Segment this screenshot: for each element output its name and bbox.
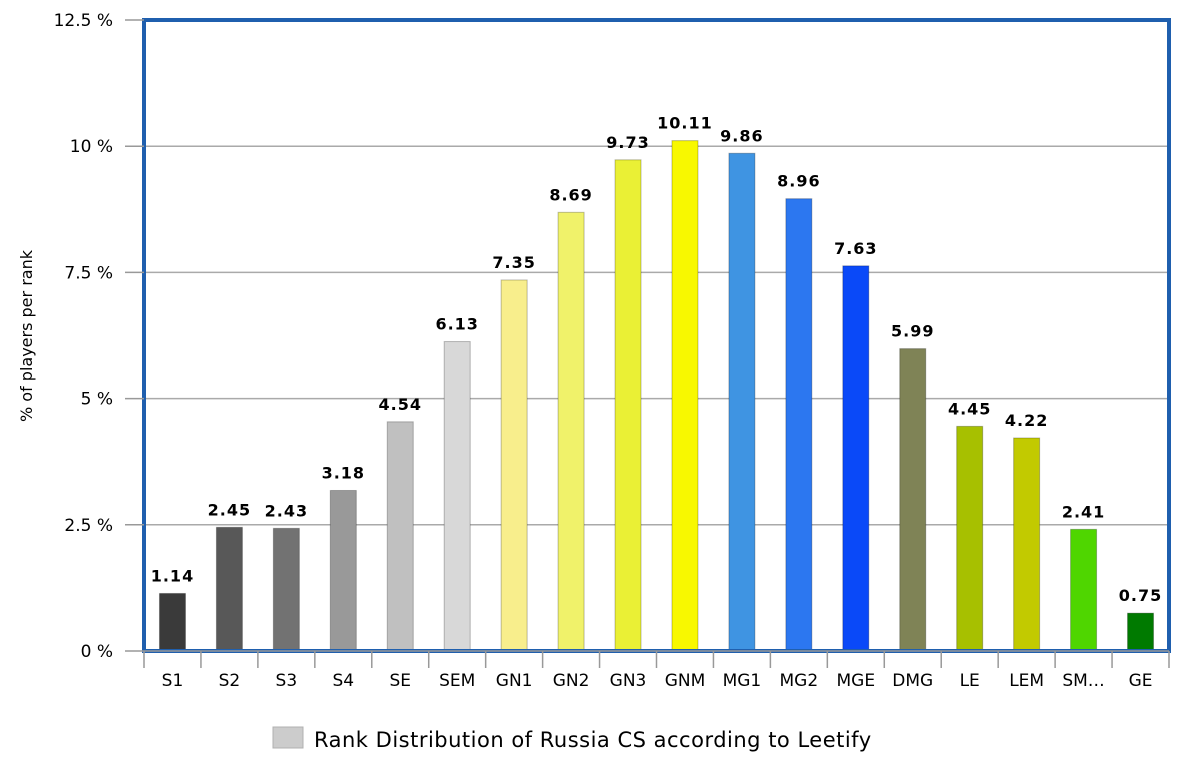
x-tick-label: GN2 [553, 671, 590, 691]
y-tick-label: 5 % [81, 390, 113, 410]
bar [272, 527, 300, 652]
x-axis: S1 S2 S3 S4 SE SEM GN1 GN2 GN3 GNM MG1 MG2 MGE DMG LE L… [143, 650, 1170, 691]
bar [215, 526, 243, 652]
x-tick-label: GE [1129, 671, 1153, 691]
bar [1127, 612, 1155, 652]
x-tick-label: LE [960, 671, 980, 691]
y-tick-label: 0 % [81, 642, 113, 662]
x-tick-label: S4 [333, 671, 355, 691]
bar-value-label: 1.14 [151, 566, 194, 585]
bar-value-label: 5.99 [891, 322, 934, 341]
y-axis-label: % of players per rank [17, 249, 36, 422]
bar-value-label: 2.43 [265, 501, 308, 520]
x-tick-label: GN3 [610, 671, 647, 691]
bar [842, 265, 870, 652]
bar-value-label: 4.45 [948, 399, 991, 418]
bar-value-label: 2.41 [1062, 502, 1105, 521]
bar [1070, 528, 1098, 652]
x-tick-label: GNM [665, 671, 706, 691]
x-tick-label: SEM [439, 671, 475, 691]
bar [785, 198, 813, 652]
bar-value-label: 3.18 [322, 463, 365, 482]
bar-value-label: 4.54 [379, 395, 422, 414]
bar-value-label: 6.13 [435, 315, 478, 334]
bar [728, 152, 756, 652]
x-tick-label: LEM [1009, 671, 1044, 691]
bar [158, 592, 186, 652]
bar-value-label: 9.86 [720, 126, 763, 145]
y-tick-label: 7.5 % [64, 263, 113, 283]
bar [956, 425, 984, 652]
bar-value-label: 8.69 [549, 185, 592, 204]
legend: Rank Distribution of Russia CS according… [272, 726, 872, 752]
bar [443, 341, 471, 652]
bars [158, 140, 1155, 652]
y-axis: 0 % 2.5 % 5 % 7.5 % 10 % 12.5 % [54, 11, 144, 662]
bar [386, 421, 414, 652]
legend-label: Rank Distribution of Russia CS according… [314, 728, 872, 752]
bar-value-label: 8.96 [777, 172, 820, 191]
x-tick-label: S2 [219, 671, 241, 691]
bar [614, 159, 642, 652]
y-tick-label: 10 % [70, 137, 113, 157]
x-tick-label: DMG [892, 671, 933, 691]
x-tick-label: MG2 [780, 671, 819, 691]
bar-value-label: 10.11 [657, 114, 713, 133]
bar-value-label: 4.22 [1005, 411, 1048, 430]
value-labels: 1.14 2.45 2.43 3.18 4.54 6.13 7.35 8.69 9.73 10.1… [151, 114, 1162, 605]
x-tick-label: MG1 [723, 671, 762, 691]
y-tick-label: 2.5 % [64, 516, 113, 536]
bar [557, 211, 585, 652]
bar [671, 140, 699, 652]
bar [500, 279, 528, 652]
x-tick-label: S1 [162, 671, 184, 691]
x-tick-label: GN1 [496, 671, 533, 691]
y-tick-label: 12.5 % [54, 11, 113, 31]
bar-value-label: 2.45 [208, 500, 251, 519]
bar [1013, 437, 1041, 652]
bar [899, 348, 927, 652]
bar [329, 489, 357, 652]
grid-lines [144, 145, 1169, 526]
x-tick-label: SM… [1062, 671, 1104, 691]
x-tick-label: SE [389, 671, 411, 691]
bar-value-label: 7.35 [492, 253, 535, 272]
legend-swatch [272, 726, 304, 749]
bar-value-label: 0.75 [1119, 586, 1162, 605]
bar-value-label: 9.73 [606, 133, 649, 152]
x-tick-label: S3 [276, 671, 298, 691]
x-tick-label: MGE [837, 671, 876, 691]
bar-value-label: 7.63 [834, 239, 877, 258]
